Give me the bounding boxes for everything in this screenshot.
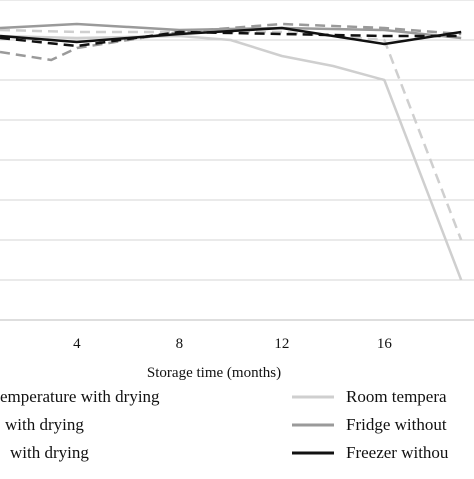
legend-label: Freezer withou [346, 443, 449, 462]
series-line-6 [0, 26, 462, 46]
legend-label: with drying [10, 443, 89, 462]
series-line-4 [0, 22, 462, 40]
series-line-1 [0, 34, 463, 281]
x-tick-label: 12 [274, 336, 289, 352]
legend-label: emperature with drying [0, 387, 160, 406]
gridlines [0, 0, 474, 281]
x-axis-label: Storage time (months) [147, 365, 281, 381]
legend-label: with drying [5, 415, 84, 434]
series-line-2 [0, 28, 463, 241]
x-tick-label: 4 [73, 336, 81, 352]
x-tick-labels: 4 8 12 16 [73, 336, 392, 352]
x-tick-label: 8 [176, 336, 184, 352]
legend-label: Fridge without [346, 415, 447, 434]
x-tick-label: 16 [377, 336, 393, 352]
legend-label: Room tempera [346, 387, 447, 406]
legend: emperature with drying Room tempera with d… [0, 387, 449, 462]
series-line-5 [0, 30, 462, 48]
series-lines [0, 22, 463, 281]
